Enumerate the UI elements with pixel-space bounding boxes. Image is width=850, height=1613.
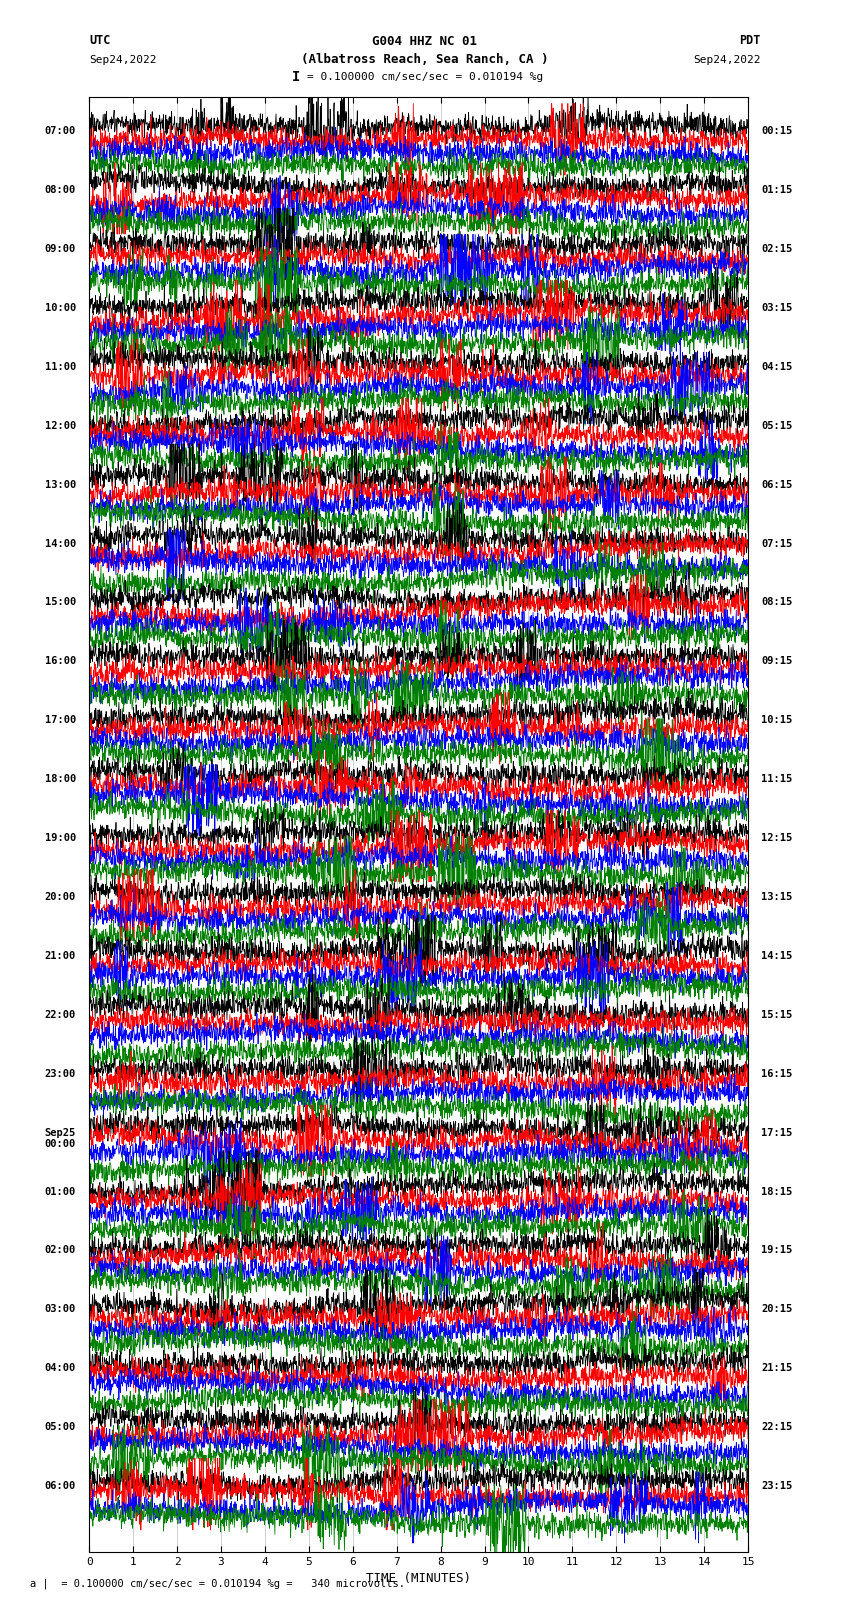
Text: 15:00: 15:00 xyxy=(45,597,76,608)
Text: 04:00: 04:00 xyxy=(45,1363,76,1373)
Text: 11:15: 11:15 xyxy=(761,774,792,784)
Text: 10:00: 10:00 xyxy=(45,303,76,313)
Text: 21:00: 21:00 xyxy=(45,952,76,961)
Text: Sep24,2022: Sep24,2022 xyxy=(89,55,156,65)
Text: 04:15: 04:15 xyxy=(761,361,792,373)
Text: 19:00: 19:00 xyxy=(45,832,76,844)
Text: 01:00: 01:00 xyxy=(45,1187,76,1197)
Text: 12:15: 12:15 xyxy=(761,832,792,844)
Text: = 0.100000 cm/sec/sec = 0.010194 %g: = 0.100000 cm/sec/sec = 0.010194 %g xyxy=(307,73,543,82)
Text: 20:15: 20:15 xyxy=(761,1305,792,1315)
Text: 09:00: 09:00 xyxy=(45,244,76,253)
Text: 19:15: 19:15 xyxy=(761,1245,792,1255)
Text: Sep25
00:00: Sep25 00:00 xyxy=(45,1127,76,1148)
Text: 02:00: 02:00 xyxy=(45,1245,76,1255)
Text: I: I xyxy=(292,71,300,84)
Text: 16:15: 16:15 xyxy=(761,1069,792,1079)
Text: a |  = 0.100000 cm/sec/sec = 0.010194 %g =   340 microvolts.: a | = 0.100000 cm/sec/sec = 0.010194 %g … xyxy=(30,1579,405,1589)
Text: PDT: PDT xyxy=(740,34,761,47)
Text: 20:00: 20:00 xyxy=(45,892,76,902)
Text: 12:00: 12:00 xyxy=(45,421,76,431)
Text: 17:15: 17:15 xyxy=(761,1127,792,1137)
Text: 11:00: 11:00 xyxy=(45,361,76,373)
Text: 08:00: 08:00 xyxy=(45,185,76,195)
Text: 06:15: 06:15 xyxy=(761,479,792,490)
Text: 14:15: 14:15 xyxy=(761,952,792,961)
Text: 06:00: 06:00 xyxy=(45,1481,76,1490)
X-axis label: TIME (MINUTES): TIME (MINUTES) xyxy=(366,1573,471,1586)
Text: 05:00: 05:00 xyxy=(45,1423,76,1432)
Text: 07:00: 07:00 xyxy=(45,126,76,135)
Text: 05:15: 05:15 xyxy=(761,421,792,431)
Text: 14:00: 14:00 xyxy=(45,539,76,548)
Text: 09:15: 09:15 xyxy=(761,656,792,666)
Text: 07:15: 07:15 xyxy=(761,539,792,548)
Text: 23:15: 23:15 xyxy=(761,1481,792,1490)
Text: G004 HHZ NC 01: G004 HHZ NC 01 xyxy=(372,35,478,48)
Text: 22:00: 22:00 xyxy=(45,1010,76,1019)
Text: 22:15: 22:15 xyxy=(761,1423,792,1432)
Text: 10:15: 10:15 xyxy=(761,715,792,726)
Text: 21:15: 21:15 xyxy=(761,1363,792,1373)
Text: 00:15: 00:15 xyxy=(761,126,792,135)
Text: 18:00: 18:00 xyxy=(45,774,76,784)
Text: 15:15: 15:15 xyxy=(761,1010,792,1019)
Text: 03:00: 03:00 xyxy=(45,1305,76,1315)
Text: 17:00: 17:00 xyxy=(45,715,76,726)
Text: 23:00: 23:00 xyxy=(45,1069,76,1079)
Text: 01:15: 01:15 xyxy=(761,185,792,195)
Text: Sep24,2022: Sep24,2022 xyxy=(694,55,761,65)
Text: 13:00: 13:00 xyxy=(45,479,76,490)
Text: 02:15: 02:15 xyxy=(761,244,792,253)
Text: 03:15: 03:15 xyxy=(761,303,792,313)
Text: (Albatross Reach, Sea Ranch, CA ): (Albatross Reach, Sea Ranch, CA ) xyxy=(301,53,549,66)
Text: 16:00: 16:00 xyxy=(45,656,76,666)
Text: UTC: UTC xyxy=(89,34,110,47)
Text: 13:15: 13:15 xyxy=(761,892,792,902)
Text: 18:15: 18:15 xyxy=(761,1187,792,1197)
Text: 08:15: 08:15 xyxy=(761,597,792,608)
